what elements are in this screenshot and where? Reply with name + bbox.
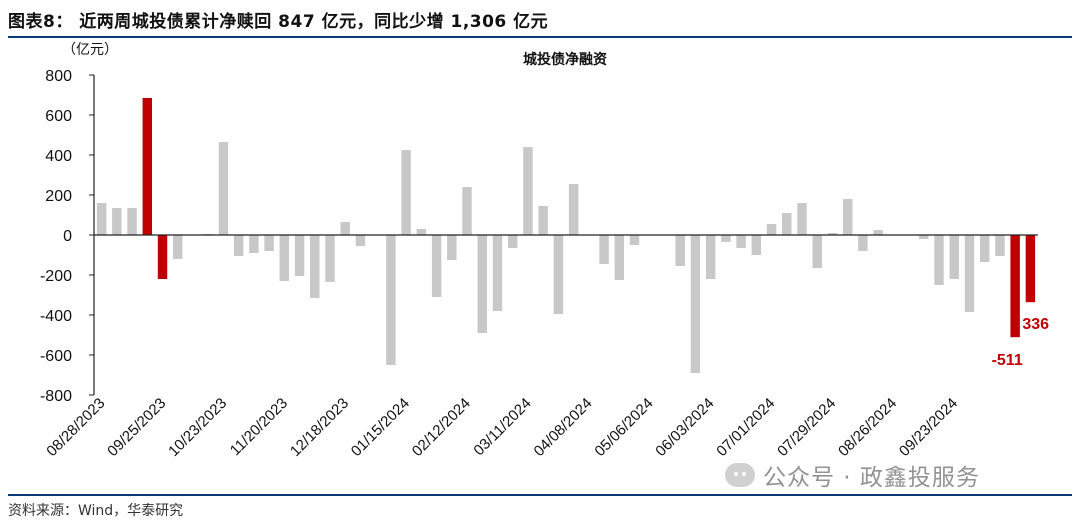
bar bbox=[1010, 235, 1020, 338]
bar bbox=[614, 235, 625, 280]
bar bbox=[431, 235, 442, 297]
bar bbox=[462, 187, 472, 235]
bar bbox=[675, 235, 685, 266]
bar bbox=[112, 208, 122, 235]
bar bbox=[492, 235, 503, 311]
bar bbox=[568, 184, 579, 235]
bar bbox=[523, 147, 533, 235]
bar bbox=[507, 235, 518, 248]
bar bbox=[447, 235, 457, 260]
bar bbox=[964, 235, 975, 312]
bar bbox=[751, 235, 762, 255]
x-tick-label: 06/03/2024 bbox=[652, 395, 717, 460]
chart-title: 城投债净融资 bbox=[523, 51, 607, 68]
bar bbox=[142, 98, 153, 235]
x-tick-label: 11/20/2023 bbox=[227, 395, 291, 459]
bar bbox=[416, 229, 427, 235]
wechat-icon bbox=[725, 463, 755, 487]
x-tick-label: 10/23/2023 bbox=[165, 395, 230, 460]
bar bbox=[96, 203, 107, 235]
y-tick-label: -600 bbox=[40, 348, 72, 365]
bar bbox=[249, 235, 259, 253]
watermark: 公众号 · 政鑫投服务 bbox=[725, 458, 980, 492]
bar bbox=[173, 235, 183, 259]
x-tick-label: 08/26/2024 bbox=[835, 395, 900, 460]
bar bbox=[355, 235, 366, 246]
x-tick-label: 12/18/2023 bbox=[287, 395, 352, 460]
data-label: -511 bbox=[992, 352, 1023, 369]
watermark-text: 公众号 · 政鑫投服务 bbox=[763, 465, 980, 491]
x-tick-label: 09/25/2023 bbox=[104, 395, 169, 460]
bar bbox=[325, 235, 335, 282]
bar bbox=[766, 224, 777, 235]
bar bbox=[797, 203, 807, 235]
x-tick-label: 01/15/2024 bbox=[348, 395, 413, 460]
source-note: 资料来源：Wind，华泰研究 bbox=[8, 502, 184, 519]
bar bbox=[629, 235, 640, 245]
bar bbox=[736, 235, 746, 248]
data-label: 336 bbox=[1022, 316, 1049, 333]
bar bbox=[721, 235, 731, 242]
bar bbox=[782, 213, 792, 235]
y-tick-label: 400 bbox=[45, 148, 72, 165]
x-tick-label: 07/01/2024 bbox=[713, 395, 778, 460]
y-tick-label: 200 bbox=[45, 188, 72, 205]
bar bbox=[842, 199, 853, 235]
figure-title: 图表8： 近两周城投债累计净赎回 847 亿元，同比少增 1,306 亿元 bbox=[8, 11, 549, 32]
bar bbox=[995, 235, 1005, 256]
x-tick-label: 07/29/2024 bbox=[774, 395, 839, 460]
bar bbox=[264, 235, 274, 251]
y-tick-label: 800 bbox=[45, 68, 72, 85]
x-tick-label: 09/23/2024 bbox=[896, 395, 961, 460]
bar bbox=[705, 235, 716, 279]
bar bbox=[477, 235, 487, 333]
x-tick-label: 04/08/2024 bbox=[531, 395, 596, 460]
bar bbox=[1025, 235, 1036, 303]
bar bbox=[233, 235, 244, 256]
bar bbox=[310, 235, 320, 298]
y-tick-label: -800 bbox=[40, 388, 72, 405]
bar bbox=[157, 235, 168, 279]
bar bbox=[919, 235, 929, 239]
bar bbox=[858, 235, 868, 251]
bar bbox=[827, 233, 838, 235]
bar bbox=[340, 222, 350, 235]
bar bbox=[538, 206, 548, 235]
bar bbox=[127, 208, 137, 235]
bar bbox=[401, 150, 411, 235]
y-tick-label: 0 bbox=[63, 228, 72, 245]
x-tick-label: 03/11/2024 bbox=[470, 395, 534, 459]
net-financing-bar-chart: 城投债净融资 （亿元） 800 600 400 200 0 -200 -400 -600 -800 -… bbox=[40, 42, 1049, 460]
bar bbox=[873, 230, 883, 235]
figure-footer: 资料来源：Wind，华泰研究 bbox=[8, 494, 1072, 523]
bar bbox=[949, 235, 959, 279]
x-tick-label: 05/06/2024 bbox=[591, 395, 656, 460]
x-tick-label: 02/12/2024 bbox=[409, 395, 474, 460]
bar bbox=[934, 235, 944, 285]
bar bbox=[690, 235, 701, 373]
bar bbox=[279, 235, 290, 281]
bar bbox=[386, 235, 396, 365]
bar bbox=[553, 235, 564, 314]
y-tick-label: -200 bbox=[40, 268, 72, 285]
y-axis-label: （亿元） bbox=[62, 42, 118, 58]
y-tick-label: 600 bbox=[45, 108, 72, 125]
y-tick-label: -400 bbox=[40, 308, 72, 325]
bar bbox=[294, 235, 305, 276]
bar bbox=[599, 235, 609, 264]
figure-header: 图表8： 近两周城投债累计净赎回 847 亿元，同比少增 1,306 亿元 bbox=[8, 2, 1072, 38]
bar bbox=[812, 235, 822, 268]
bar bbox=[218, 142, 229, 235]
bar bbox=[979, 235, 990, 262]
